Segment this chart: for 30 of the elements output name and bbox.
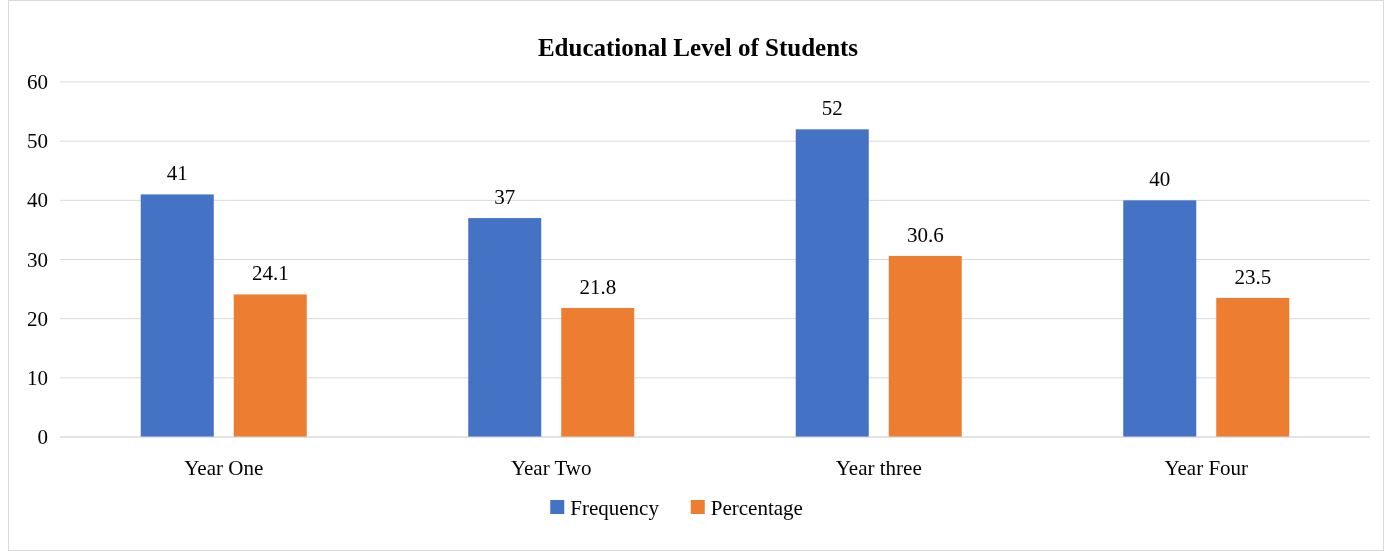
data-label: 41 (166, 161, 188, 186)
data-label: 23.5 (1234, 264, 1272, 289)
bar (888, 255, 962, 437)
y-tick-label: 50 (27, 129, 48, 154)
y-tick-label: 60 (27, 70, 48, 94)
data-label: 21.8 (579, 275, 617, 300)
bar (1123, 200, 1197, 437)
y-tick-label: 30 (27, 247, 48, 272)
y-tick-label: 0 (37, 425, 48, 449)
data-label: 24.1 (251, 261, 289, 286)
legend-label: Percentage (710, 496, 803, 520)
bar (140, 194, 214, 437)
bar (233, 294, 307, 437)
y-tick-label: 10 (27, 365, 48, 390)
data-label: 37 (494, 185, 516, 210)
y-tick-label: 40 (27, 188, 48, 213)
chart-title: Educational Level of Students (537, 34, 859, 61)
bar (1216, 297, 1290, 437)
bar (561, 308, 635, 437)
data-label: 30.6 (906, 222, 944, 247)
bar (468, 218, 542, 437)
bar (795, 129, 869, 437)
y-tick-label: 20 (27, 306, 48, 331)
data-label: 52 (821, 96, 843, 121)
legend-label: Frequency (570, 496, 660, 520)
x-tick-label: Year Four (1164, 456, 1249, 480)
x-tick-label: Year three (835, 456, 922, 480)
x-tick-label: Year One (184, 456, 264, 480)
x-tick-label: Year Two (510, 456, 592, 480)
data-label: 40 (1149, 167, 1171, 192)
